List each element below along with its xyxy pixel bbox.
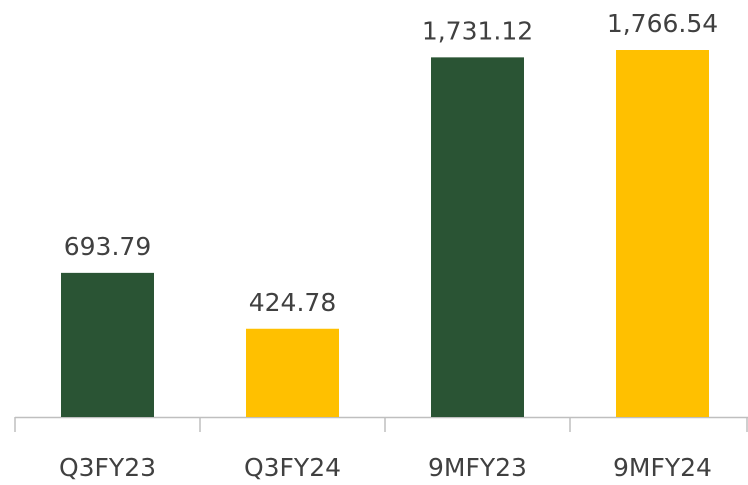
bar: [616, 50, 709, 417]
bar: [61, 272, 154, 417]
value-label: 424.78: [249, 288, 336, 317]
value-label: 1,766.54: [607, 9, 718, 38]
value-label: 1,731.12: [422, 16, 533, 45]
bar: [431, 57, 524, 418]
value-label: 693.79: [64, 232, 151, 261]
x-tick-label: 9MFY23: [428, 453, 527, 482]
x-tick-label: Q3FY23: [59, 453, 156, 482]
x-tick-label: Q3FY24: [244, 453, 341, 482]
bar: [246, 328, 339, 417]
x-tick-label: 9MFY24: [613, 453, 712, 482]
